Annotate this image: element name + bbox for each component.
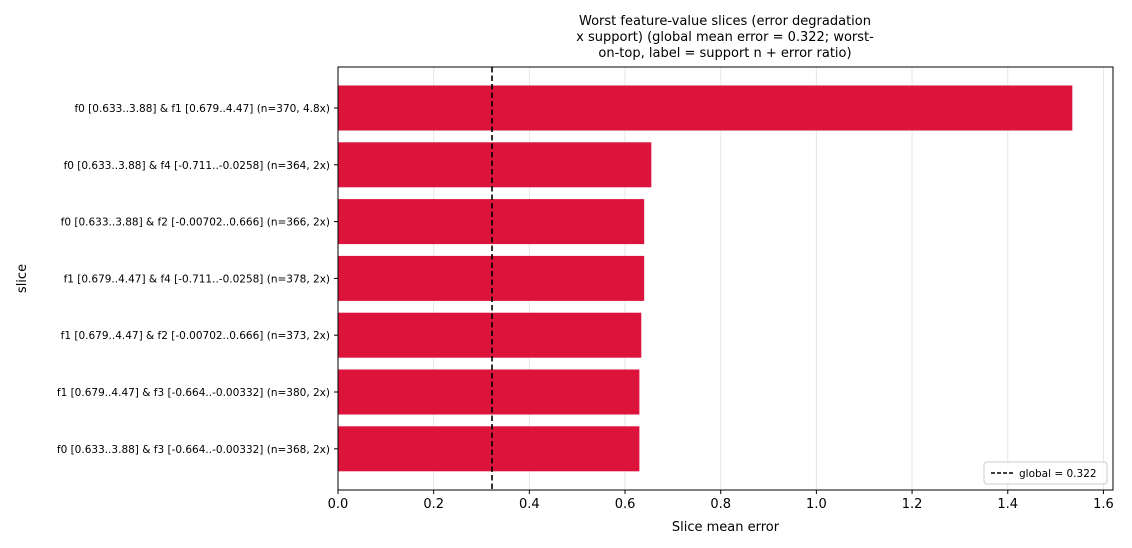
x-tick-label: 1.2 (902, 497, 923, 512)
y-tick-label: f0 [0.633..3.88] & f3 [-0.664..-0.00332]… (57, 444, 330, 456)
bar (338, 426, 640, 472)
y-tick-label: f0 [0.633..3.88] & f1 [0.679..4.47] (n=3… (74, 103, 330, 115)
bar (338, 312, 642, 358)
x-tick-label: 0.8 (710, 497, 731, 512)
x-tick-label: 0.6 (615, 497, 636, 512)
x-tick-label: 0.0 (328, 497, 349, 512)
chart-title-line: x support) (global mean error = 0.322; w… (576, 30, 874, 45)
y-tick-label: f1 [0.679..4.47] & f4 [-0.711..-0.0258] … (64, 273, 330, 285)
chart-title-line: on-top, label = support n + error ratio) (598, 46, 851, 61)
y-tick-label: f1 [0.679..4.47] & f3 [-0.664..-0.00332]… (57, 387, 330, 399)
x-axis-label: Slice mean error (672, 520, 780, 535)
bar (338, 85, 1073, 131)
legend-box (983, 461, 1108, 485)
x-tick-label: 1.4 (997, 497, 1018, 512)
y-axis: f0 [0.633..3.88] & f1 [0.679..4.47] (n=3… (57, 103, 338, 456)
grid-lines (337, 67, 1104, 490)
bar (338, 199, 645, 245)
y-axis-label: slice (15, 264, 30, 293)
bar (338, 369, 640, 415)
y-tick-label: f1 [0.679..4.47] & f2 [-0.00702..0.666] … (61, 330, 330, 342)
x-tick-label: 1.0 (806, 497, 827, 512)
chart-title-line: Worst feature-value slices (error degrad… (579, 14, 871, 29)
y-tick-label: f0 [0.633..3.88] & f2 [-0.00702..0.666] … (61, 217, 330, 229)
x-tick-label: 0.2 (423, 497, 444, 512)
legend: global = 0.322 (983, 461, 1108, 485)
bar (338, 142, 652, 188)
chart-title: Worst feature-value slices (error degrad… (576, 14, 874, 61)
x-axis: 0.0 0.2 0.4 0.6 0.8 1.0 1.2 1.4 1.6 (328, 490, 1114, 512)
y-tick-label: f0 [0.633..3.88] & f4 [-0.711..-0.0258] … (64, 160, 330, 172)
bars (338, 85, 1073, 472)
bar (338, 255, 645, 301)
x-tick-label: 0.4 (519, 497, 540, 512)
legend-label: global = 0.322 (1019, 468, 1097, 480)
x-tick-label: 1.6 (1093, 497, 1114, 512)
